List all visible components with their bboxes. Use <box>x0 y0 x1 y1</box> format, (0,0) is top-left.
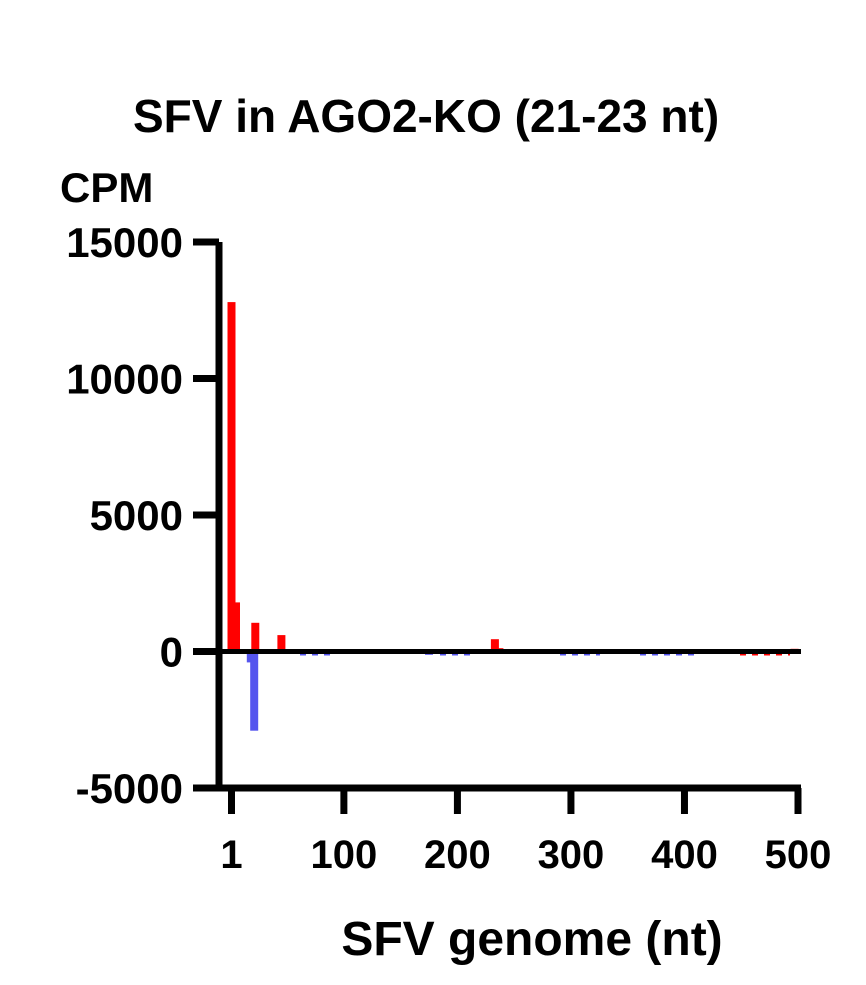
y-axis-label: CPM <box>60 164 153 211</box>
y-tick-label-2: 5000 <box>90 492 183 539</box>
y-tick-label-0: -5000 <box>76 765 183 812</box>
x-axis-label: SFV genome (nt) <box>341 913 722 966</box>
bar-s0-3 <box>277 635 286 652</box>
y-tick-label-1: 0 <box>160 629 183 676</box>
bars-layer <box>227 302 799 731</box>
bar-s1-1 <box>250 651 259 731</box>
x-ticks: 1 100 200 300 400 500 <box>220 788 831 877</box>
bar-s0-0 <box>227 302 236 652</box>
x-tick-label-1: 100 <box>311 833 378 877</box>
bar-s0-2 <box>251 622 260 652</box>
x-tick-label-3: 300 <box>538 833 605 877</box>
axes <box>215 242 801 792</box>
bar-s0-1 <box>232 602 240 652</box>
y-tick-label-4: 15000 <box>66 219 183 266</box>
chart-title: SFV in AGO2-KO (21-23 nt) <box>133 90 719 142</box>
y-ticks: -5000 0 5000 10000 15000 <box>66 219 219 812</box>
x-tick-label-5: 500 <box>765 833 832 877</box>
x-tick-label-0: 1 <box>220 833 242 877</box>
y-tick-label-3: 10000 <box>66 356 183 403</box>
x-tick-label-2: 200 <box>424 833 491 877</box>
x-tick-label-4: 400 <box>651 833 718 877</box>
bar-s0-6 <box>490 639 499 652</box>
